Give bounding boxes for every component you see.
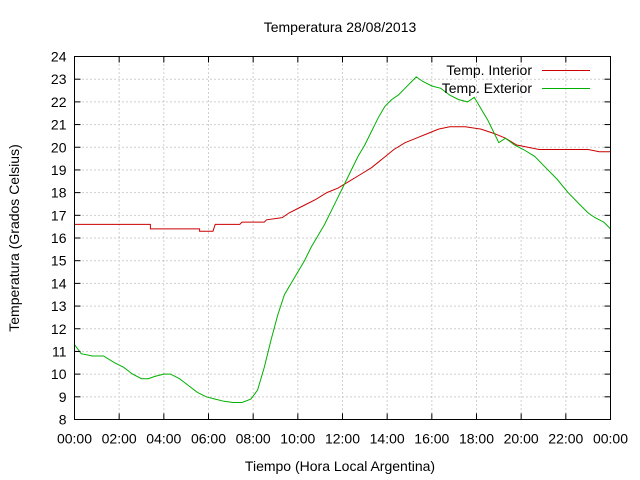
y-tick-label: 18 bbox=[51, 185, 67, 201]
y-tick-label: 14 bbox=[51, 275, 67, 291]
x-tick-label: 00:00 bbox=[593, 431, 628, 447]
y-tick-label: 12 bbox=[51, 321, 67, 337]
series-line-exterior bbox=[74, 76, 611, 403]
y-tick-label: 11 bbox=[52, 343, 67, 359]
y-tick-label: 22 bbox=[51, 94, 67, 110]
y-tick-label: 20 bbox=[51, 139, 67, 155]
legend: Temp. Interior Temp. Exterior bbox=[442, 62, 590, 96]
grid-layer bbox=[74, 56, 611, 420]
x-axis-label: Tiempo (Hora Local Argentina) bbox=[245, 458, 435, 474]
y-tick-label: 16 bbox=[51, 230, 67, 246]
y-tick-label: 10 bbox=[51, 366, 67, 382]
legend-label-interior: Temp. Interior bbox=[446, 62, 532, 78]
y-tick-label: 15 bbox=[51, 253, 67, 269]
y-tick-label: 23 bbox=[51, 71, 67, 87]
ticks-layer bbox=[74, 56, 611, 420]
y-tick-label: 8 bbox=[59, 412, 67, 428]
y-tick-label: 9 bbox=[59, 389, 67, 405]
x-tick-label: 02:00 bbox=[102, 431, 137, 447]
x-tick-labels: 00:00 02:00 04:00 06:00 08:00 10:00 12:00 14:00… bbox=[57, 431, 628, 447]
x-tick-label: 12:00 bbox=[325, 431, 360, 447]
y-tick-label: 24 bbox=[51, 49, 67, 65]
x-tick-label: 06:00 bbox=[191, 431, 226, 447]
x-tick-label: 18:00 bbox=[459, 431, 494, 447]
series-line-interior bbox=[74, 126, 611, 232]
series-layer bbox=[74, 76, 611, 403]
x-tick-label: 00:00 bbox=[57, 431, 92, 447]
x-tick-label: 14:00 bbox=[370, 431, 405, 447]
y-tick-label: 21 bbox=[51, 117, 67, 133]
y-tick-label: 13 bbox=[51, 298, 67, 314]
x-tick-label: 08:00 bbox=[236, 431, 271, 447]
chart-title: Temperatura 28/08/2013 bbox=[264, 19, 417, 35]
y-tick-label: 17 bbox=[51, 207, 67, 223]
x-tick-label: 04:00 bbox=[146, 431, 181, 447]
y-tick-labels: 8 9 10 11 12 13 14 15 16 17 18 19 20 21 22 23 24 bbox=[51, 49, 67, 428]
x-tick-label: 16:00 bbox=[414, 431, 449, 447]
x-tick-label: 22:00 bbox=[548, 431, 583, 447]
y-tick-label: 19 bbox=[51, 162, 67, 178]
y-axis-label: Temperatura (Grados Celsius) bbox=[6, 144, 22, 332]
x-tick-label: 10:00 bbox=[280, 431, 315, 447]
x-tick-label: 20:00 bbox=[504, 431, 539, 447]
legend-label-exterior: Temp. Exterior bbox=[442, 80, 533, 96]
